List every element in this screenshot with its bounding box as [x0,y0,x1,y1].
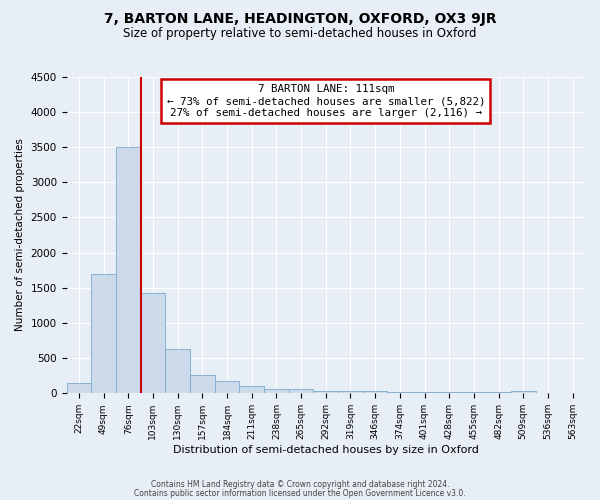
Bar [511,390,536,394]
Bar [486,392,511,394]
Bar [190,375,215,394]
Bar [388,392,412,394]
Bar [67,384,91,394]
Bar [239,386,264,394]
Bar [140,292,165,394]
Bar [363,391,388,394]
Text: 7, BARTON LANE, HEADINGTON, OXFORD, OX3 9JR: 7, BARTON LANE, HEADINGTON, OXFORD, OX3 … [104,12,496,26]
Text: 7 BARTON LANE: 111sqm
← 73% of semi-detached houses are smaller (5,822)
27% of s: 7 BARTON LANE: 111sqm ← 73% of semi-deta… [167,84,485,117]
Bar [338,391,363,394]
Y-axis label: Number of semi-detached properties: Number of semi-detached properties [15,138,25,332]
Bar [313,390,338,394]
Bar [91,274,116,394]
Bar [215,382,239,394]
Bar [412,392,437,394]
Text: Contains HM Land Registry data © Crown copyright and database right 2024.: Contains HM Land Registry data © Crown c… [151,480,449,489]
Bar [289,390,313,394]
Bar [165,349,190,394]
X-axis label: Distribution of semi-detached houses by size in Oxford: Distribution of semi-detached houses by … [173,445,479,455]
Bar [461,392,486,394]
Text: Size of property relative to semi-detached houses in Oxford: Size of property relative to semi-detach… [123,28,477,40]
Bar [264,389,289,394]
Text: Contains public sector information licensed under the Open Government Licence v3: Contains public sector information licen… [134,489,466,498]
Bar [116,147,140,394]
Bar [437,392,461,394]
